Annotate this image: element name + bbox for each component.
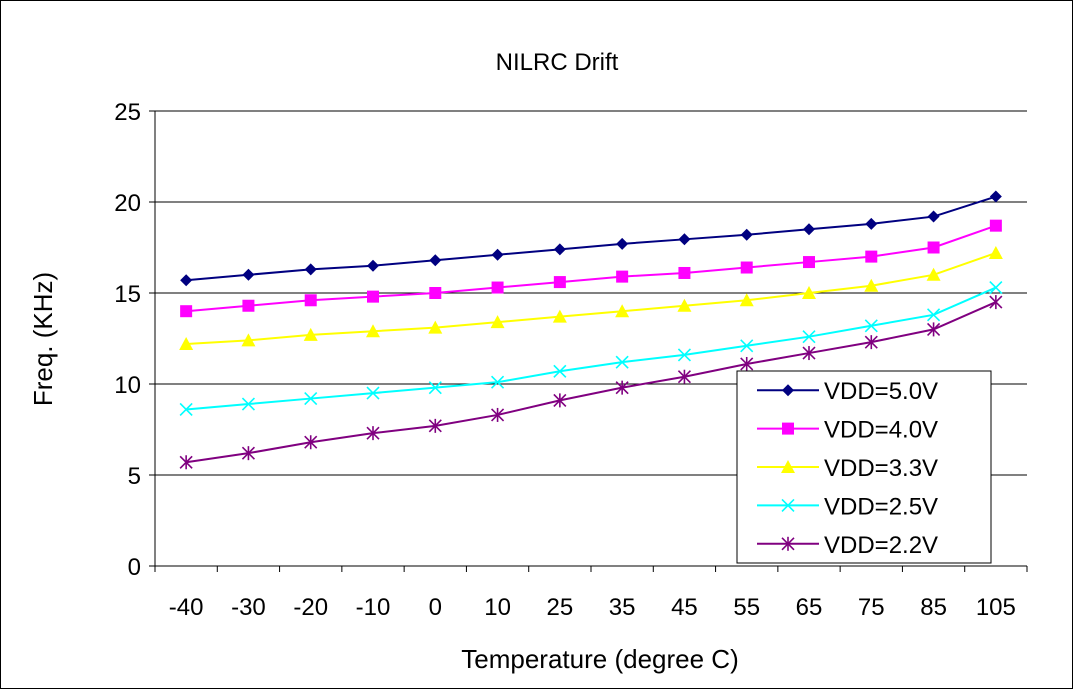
data-point bbox=[367, 260, 379, 272]
data-point bbox=[678, 267, 690, 279]
data-point bbox=[678, 233, 690, 245]
legend-label: VDD=3.3V bbox=[824, 455, 938, 482]
data-point bbox=[990, 191, 1002, 203]
x-tick-labels: -40 -30 -20 -10 0 10 25 35 45 55 65 75 85 105 bbox=[169, 594, 1016, 621]
x-tick-label: 85 bbox=[920, 594, 947, 621]
y-tick-label: 10 bbox=[114, 372, 141, 399]
x-tick-label: 0 bbox=[429, 594, 442, 621]
x-tick-label: 45 bbox=[671, 594, 698, 621]
data-point bbox=[492, 249, 504, 261]
data-point bbox=[305, 294, 317, 306]
data-point bbox=[927, 268, 941, 281]
x-tick-label: 55 bbox=[733, 594, 760, 621]
data-point bbox=[928, 242, 940, 254]
x-tick-label: 10 bbox=[484, 594, 511, 621]
series-vdd-4-0v bbox=[180, 220, 1002, 318]
data-point bbox=[367, 291, 379, 303]
data-point bbox=[928, 211, 940, 223]
data-point bbox=[305, 263, 317, 275]
x-tick-label: -20 bbox=[293, 594, 328, 621]
y-axis-title: Freq. (KHz) bbox=[28, 272, 58, 406]
chart-title: NILRC Drift bbox=[496, 49, 619, 76]
data-point bbox=[803, 256, 815, 268]
y-tick-label: 25 bbox=[114, 99, 141, 126]
series-vdd-5-0v bbox=[180, 191, 1002, 287]
data-point bbox=[616, 271, 628, 283]
legend: VDD=5.0V VDD=4.0V VDD=3.3V VDD=2.5V VDD=2.2V bbox=[737, 371, 991, 563]
x-tick-label: 105 bbox=[976, 594, 1016, 621]
legend-label: VDD=5.0V bbox=[824, 378, 938, 405]
x-tick-label: -30 bbox=[231, 594, 266, 621]
y-tick-label: 0 bbox=[128, 554, 141, 581]
legend-marker bbox=[782, 423, 794, 435]
data-point bbox=[990, 282, 1002, 294]
x-tick-label: 65 bbox=[796, 594, 823, 621]
y-tick-labels: 0 5 10 15 20 25 bbox=[114, 99, 141, 581]
y-tick-label: 15 bbox=[114, 281, 141, 308]
x-tick-label: 25 bbox=[547, 594, 574, 621]
data-point bbox=[865, 251, 877, 263]
data-point bbox=[180, 274, 192, 286]
data-point bbox=[242, 300, 254, 312]
data-point bbox=[741, 229, 753, 241]
legend-label: VDD=4.0V bbox=[824, 417, 938, 444]
data-point bbox=[242, 269, 254, 281]
data-point bbox=[990, 220, 1002, 232]
data-point bbox=[554, 276, 566, 288]
legend-label: VDD=2.5V bbox=[824, 493, 938, 520]
y-tick-label: 20 bbox=[114, 190, 141, 217]
data-point bbox=[429, 254, 441, 266]
legend-label: VDD=2.2V bbox=[824, 532, 938, 559]
data-point bbox=[989, 246, 1003, 259]
y-tick-label: 5 bbox=[128, 463, 141, 490]
data-point bbox=[429, 287, 441, 299]
x-tick-label: -40 bbox=[169, 594, 204, 621]
x-tick-label: -10 bbox=[356, 594, 391, 621]
x-tick-label: 35 bbox=[609, 594, 636, 621]
data-point bbox=[990, 295, 1002, 309]
x-axis-title: Temperature (degree C) bbox=[461, 644, 738, 674]
data-point bbox=[803, 223, 815, 235]
data-point bbox=[865, 218, 877, 230]
data-point bbox=[554, 243, 566, 255]
series-vdd-3-3v bbox=[179, 246, 1003, 350]
x-tick-label: 75 bbox=[858, 594, 885, 621]
data-point bbox=[492, 282, 504, 294]
data-point bbox=[741, 262, 753, 274]
data-point bbox=[180, 305, 192, 317]
data-point bbox=[616, 238, 628, 250]
